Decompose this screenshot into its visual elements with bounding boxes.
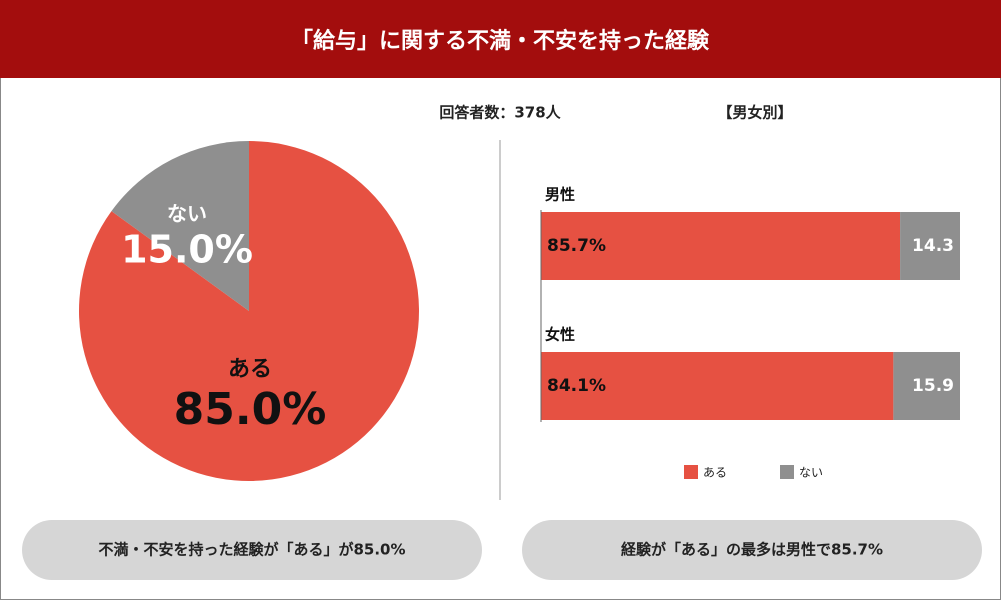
summary-pill bbox=[522, 520, 982, 580]
summary-text: 不満・不安を持った経験が「ある」が85.0% bbox=[98, 541, 405, 559]
pie-slice bbox=[111, 141, 250, 311]
bar-segment bbox=[900, 212, 960, 280]
bar-segment bbox=[541, 212, 901, 280]
legend-label: ない bbox=[799, 466, 823, 480]
bar-segment bbox=[893, 352, 960, 420]
legend-swatch bbox=[684, 465, 698, 479]
bar-category: 女性 bbox=[545, 326, 575, 344]
bar-value-label: 85.7% bbox=[547, 236, 606, 256]
slice-value-label: 85.0% bbox=[174, 384, 327, 435]
bar-value-label: 84.1% bbox=[547, 376, 606, 396]
bar-subtitle: 【男女別】 bbox=[717, 104, 792, 122]
bar-category: 男性 bbox=[545, 186, 575, 204]
slice-category: ある bbox=[228, 357, 272, 382]
summary-text: 経験が「ある」の最多は男性で85.7% bbox=[621, 541, 883, 559]
legend-swatch bbox=[780, 465, 794, 479]
summary-pill bbox=[22, 520, 482, 580]
bar-value-label: 15.9 bbox=[912, 376, 954, 396]
bar-segment bbox=[541, 352, 894, 420]
bar-value-label: 14.3 bbox=[912, 236, 954, 256]
header-title: 「給与」に関する不満・不安を持った経験 bbox=[291, 28, 710, 54]
legend-label: ある bbox=[703, 466, 727, 480]
header-bar bbox=[0, 0, 1001, 78]
slice-category: ない bbox=[167, 202, 207, 226]
slice-value-label: 15.0% bbox=[121, 228, 253, 272]
respondents: 回答者数：378人 bbox=[439, 104, 561, 122]
